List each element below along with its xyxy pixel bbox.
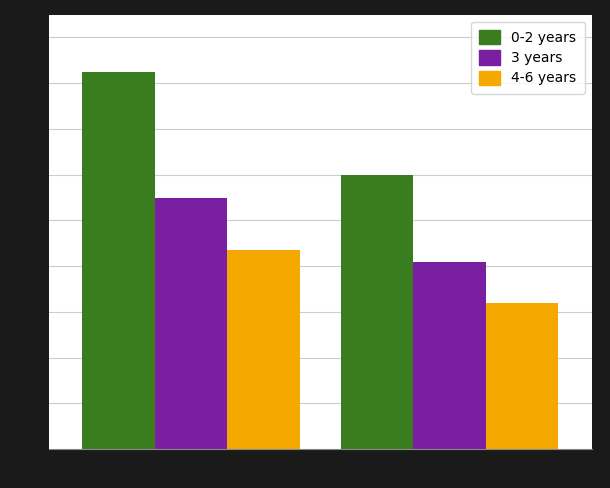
Bar — [227, 250, 300, 449]
Bar — [486, 303, 558, 449]
Bar — [155, 198, 227, 449]
Bar — [341, 175, 414, 449]
Legend: 0-2 years, 3 years, 4-6 years: 0-2 years, 3 years, 4-6 years — [471, 21, 585, 94]
Bar — [82, 72, 155, 449]
Bar — [414, 262, 486, 449]
